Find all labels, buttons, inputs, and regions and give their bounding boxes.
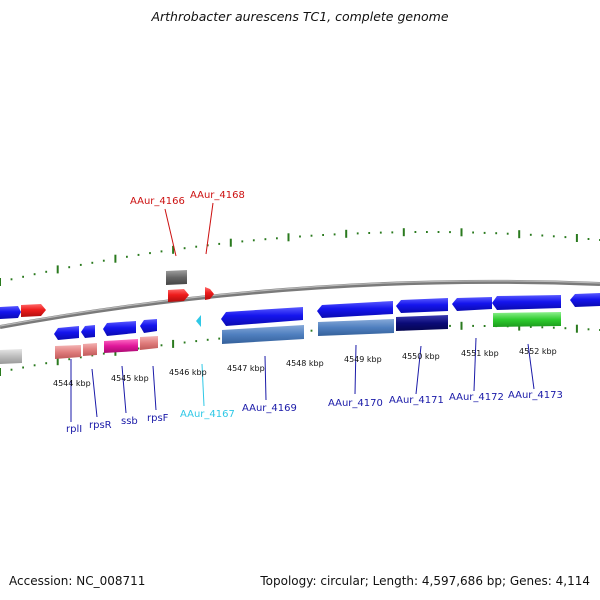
gene-label-aaur-4171[interactable]: AAur_4171 (389, 395, 444, 406)
gene-features (0, 270, 600, 364)
gene-label-aaur-4167[interactable]: AAur_4167 (180, 409, 235, 420)
gene-feature[interactable] (166, 270, 187, 285)
gene-feature[interactable] (492, 295, 561, 310)
gene-label-rpsR[interactable]: rpsR (89, 420, 112, 431)
gene-feature[interactable] (54, 326, 79, 340)
gene-feature[interactable] (221, 307, 303, 326)
gene-feature[interactable] (21, 304, 46, 317)
gene-feature[interactable] (168, 289, 189, 302)
gene-feature[interactable] (140, 319, 157, 333)
scale-label: 4547 kbp (227, 364, 265, 373)
gene-labels: rplI rpsR ssb rpsF AAur_4166 AAur_4167 A… (66, 190, 563, 435)
gene-label-aaur-4170[interactable]: AAur_4170 (328, 398, 383, 409)
gene-feature[interactable] (196, 315, 201, 327)
scale-label: 4551 kbp (461, 349, 499, 358)
gene-label-aaur-4173[interactable]: AAur_4173 (508, 390, 563, 401)
genome-summary-text: Topology: circular; Length: 4,597,686 bp… (260, 574, 590, 588)
gene-label-rpsF[interactable]: rpsF (147, 413, 169, 424)
gene-feature[interactable] (103, 321, 136, 336)
gene-label-ssb[interactable]: ssb (121, 416, 138, 427)
gene-label-aaur-4166[interactable]: AAur_4166 (130, 196, 185, 207)
gene-feature[interactable] (396, 315, 448, 331)
genome-backbone (0, 279, 600, 329)
label-leader-lines (70, 202, 535, 422)
scale-label: 4545 kbp (111, 374, 149, 383)
gene-feature[interactable] (317, 301, 393, 318)
gene-label-aaur-4172[interactable]: AAur_4172 (449, 392, 504, 403)
gene-feature[interactable] (83, 343, 97, 356)
scale-label: 4549 kbp (344, 355, 382, 364)
gene-label-aaur-4169[interactable]: AAur_4169 (242, 403, 297, 414)
genome-backbone-highlight (0, 280, 600, 327)
gene-feature[interactable] (396, 298, 448, 313)
gene-feature[interactable] (0, 306, 21, 319)
scale-label: 4550 kbp (402, 352, 440, 361)
scale-label: 4548 kbp (286, 359, 324, 368)
scale-label: 4544 kbp (53, 379, 91, 388)
gene-label-rplI[interactable]: rplI (66, 424, 82, 435)
gene-feature[interactable] (452, 297, 492, 311)
gene-feature[interactable] (140, 336, 158, 350)
gene-feature[interactable] (205, 287, 214, 300)
gene-feature[interactable] (0, 349, 22, 364)
scale-label: 4552 kbp (519, 347, 557, 356)
gene-feature[interactable] (493, 312, 561, 327)
gene-feature[interactable] (104, 339, 138, 353)
gene-feature[interactable] (222, 325, 304, 344)
scale-label: 4546 kbp (169, 368, 207, 377)
accession-text: Accession: NC_008711 (9, 574, 146, 588)
gene-feature[interactable] (570, 293, 600, 307)
gene-feature[interactable] (55, 345, 81, 359)
outer-tick-ring (0, 228, 600, 286)
gene-feature[interactable] (318, 319, 394, 336)
scale-labels: 4544 kbp 4545 kbp 4546 kbp 4547 kbp 4548… (53, 347, 557, 388)
gene-feature[interactable] (81, 325, 95, 338)
map-title: Arthrobacter aurescens TC1, complete gen… (151, 9, 449, 24)
gene-label-aaur-4168[interactable]: AAur_4168 (190, 190, 245, 201)
